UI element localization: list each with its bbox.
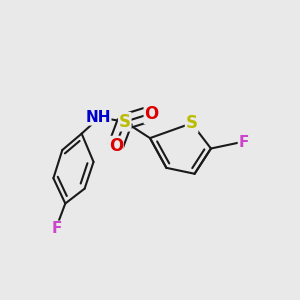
Text: O: O (109, 136, 123, 154)
Text: S: S (119, 113, 131, 131)
Text: F: F (238, 135, 249, 150)
Text: S: S (186, 114, 198, 132)
Text: NH: NH (85, 110, 111, 125)
Text: F: F (51, 221, 62, 236)
Text: O: O (144, 105, 159, 123)
